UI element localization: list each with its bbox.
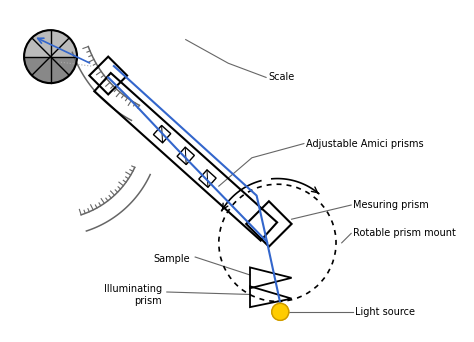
Circle shape [272,303,289,320]
Text: Adjustable Amici prisms: Adjustable Amici prisms [306,139,423,148]
Polygon shape [24,57,77,83]
Text: Light source: Light source [355,307,415,317]
Text: Scale: Scale [268,73,294,82]
Text: Mesuring prism: Mesuring prism [353,200,429,210]
Text: Illuminating
prism: Illuminating prism [104,284,162,306]
Text: Sample: Sample [154,254,191,264]
Polygon shape [24,30,77,57]
Text: Rotable prism mount: Rotable prism mount [353,228,456,238]
